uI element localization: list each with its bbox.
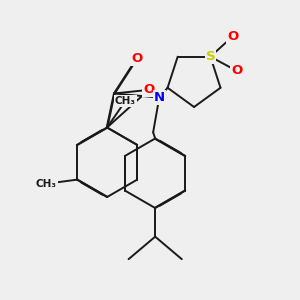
Text: O: O: [143, 83, 154, 96]
Text: O: O: [231, 64, 243, 77]
Text: O: O: [131, 52, 142, 65]
Text: CH₃: CH₃: [36, 179, 57, 189]
Text: O: O: [227, 30, 239, 43]
Text: CH₃: CH₃: [115, 96, 136, 106]
Text: S: S: [206, 50, 215, 63]
Text: N: N: [154, 91, 165, 104]
